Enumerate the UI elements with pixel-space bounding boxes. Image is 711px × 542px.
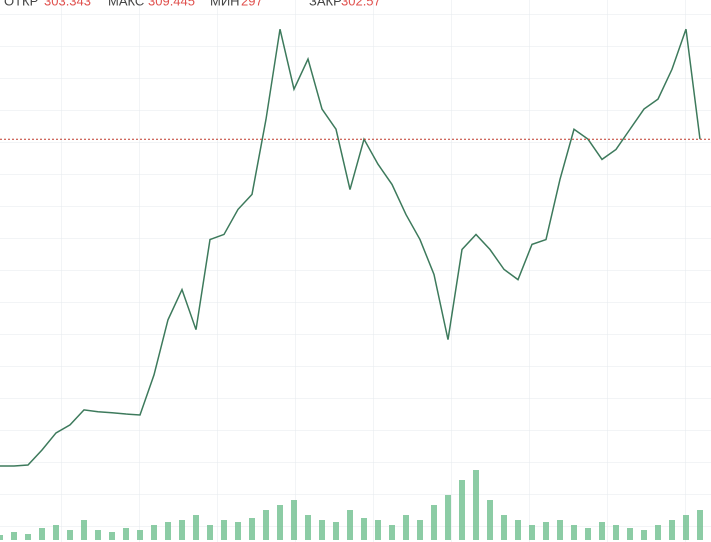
volume-bar bbox=[571, 525, 577, 540]
volume-bar bbox=[641, 530, 647, 540]
volume-bar bbox=[291, 500, 297, 540]
volume-bar bbox=[445, 495, 451, 540]
volume-bar bbox=[11, 532, 17, 540]
volume-bar bbox=[599, 522, 605, 540]
volume-bar bbox=[39, 528, 45, 540]
volume-bar bbox=[249, 518, 255, 540]
volume-bar bbox=[193, 515, 199, 540]
volume-bar bbox=[123, 528, 129, 540]
volume-bar bbox=[487, 500, 493, 540]
volume-bar bbox=[235, 522, 241, 540]
volume-bar bbox=[557, 520, 563, 540]
volume-bar bbox=[25, 534, 31, 540]
header: ОТКР 303.343 МАКС 309.445 МИН 297 ЗАКР 3… bbox=[4, 0, 381, 9]
volume-bar bbox=[221, 520, 227, 540]
volume-bar bbox=[319, 520, 325, 540]
volume-bar bbox=[263, 510, 269, 540]
volume-bar bbox=[361, 518, 367, 540]
volume-bar bbox=[473, 470, 479, 540]
volume-bar bbox=[403, 515, 409, 540]
volume-bar bbox=[151, 525, 157, 540]
volume-bar bbox=[0, 535, 3, 540]
volume-bar bbox=[179, 520, 185, 540]
volume-bar bbox=[137, 530, 143, 540]
high-value: 309.445 bbox=[148, 0, 195, 9]
volume-bar bbox=[277, 505, 283, 540]
volume-bar bbox=[697, 510, 703, 540]
volume-bar bbox=[417, 520, 423, 540]
volume-bar bbox=[459, 480, 465, 540]
volume-bar bbox=[53, 525, 59, 540]
volume-bar bbox=[515, 520, 521, 540]
volume-bar bbox=[305, 515, 311, 540]
volume-bar bbox=[389, 525, 395, 540]
close-value: 302.57 bbox=[341, 0, 381, 9]
volume-bar bbox=[95, 530, 101, 540]
volume-bar bbox=[67, 530, 73, 540]
volume-bar bbox=[431, 505, 437, 540]
volume-bar bbox=[613, 525, 619, 540]
open-value: 303.343 bbox=[44, 0, 91, 9]
volume-bar bbox=[655, 525, 661, 540]
volume-bar bbox=[585, 528, 591, 540]
volume-bar bbox=[627, 528, 633, 540]
open-label: ОТКР bbox=[4, 0, 38, 9]
low-label: МИН bbox=[210, 0, 240, 9]
volume-bar bbox=[347, 510, 353, 540]
volume-bar bbox=[207, 525, 213, 540]
price-line bbox=[0, 28, 701, 467]
volume-bar bbox=[501, 515, 507, 540]
close-label: ЗАКР bbox=[309, 0, 342, 9]
volume-bar bbox=[333, 522, 339, 540]
volume-bar bbox=[109, 532, 115, 540]
low-value: 297 bbox=[241, 0, 263, 9]
volume-bar bbox=[165, 522, 171, 540]
high-label: МАКС bbox=[108, 0, 144, 9]
volume-bar bbox=[375, 520, 381, 540]
volume-bar bbox=[529, 525, 535, 540]
volume-bar bbox=[81, 520, 87, 540]
volume-bar bbox=[543, 522, 549, 540]
volume-bar bbox=[683, 515, 689, 540]
volume-bar bbox=[669, 520, 675, 540]
